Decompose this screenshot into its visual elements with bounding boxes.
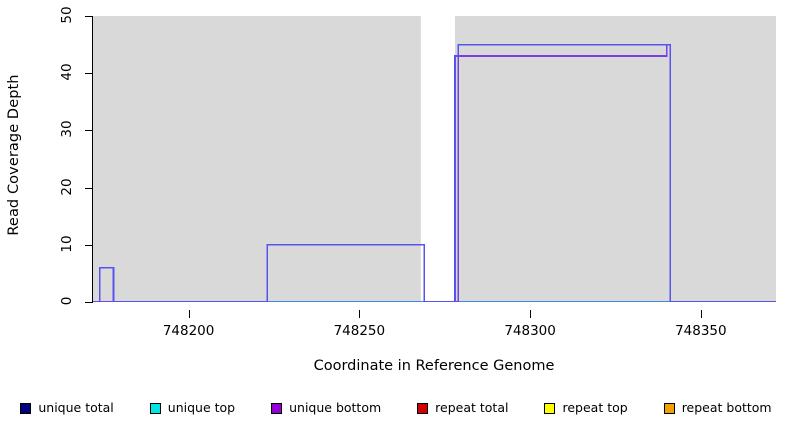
legend-item-repeat-total[interactable]: repeat total [417,401,508,415]
x-tick-mark [530,310,532,318]
x-tick-mark [700,310,702,318]
chart-legend: unique total unique top unique bottom repea… [0,398,792,418]
y-axis-line [92,16,93,302]
x-tick-label: 748200 [162,323,215,339]
legend-label: repeat top [562,400,628,415]
legend-swatch-icon [149,402,161,414]
y-tick-label: 0 [54,293,80,311]
y-tick-mark [85,187,93,189]
y-tick-label-text: 40 [59,63,75,81]
y-tick-label: 30 [54,121,80,139]
x-axis-line [93,309,776,310]
legend-label: unique bottom [289,400,382,415]
y-tick-label-text: 30 [59,120,75,138]
plot-area [93,16,776,302]
x-tick-label: 748250 [333,323,386,339]
legend-label: unique total [38,400,114,415]
y-tick-label: 40 [54,64,80,82]
series-line-unique-total [93,43,776,302]
y-tick-label: 20 [54,178,80,197]
legend-item-unique-bottom[interactable]: unique bottom [271,401,381,415]
y-tick-mark [85,130,93,132]
shaded-region [93,16,421,302]
y-tick-label-text: 0 [59,296,75,306]
legend-item-unique-top[interactable]: unique top [149,400,236,415]
x-tick-label: 748300 [504,323,556,339]
y-tick-label: 50 [54,6,80,25]
y-tick-label: 10 [54,235,80,254]
legend-label: unique top [167,400,236,415]
legend-swatch-icon [663,402,675,414]
y-tick-label-text: 50 [59,6,75,24]
legend-label: repeat total [435,400,509,415]
y-tick-label-text: 10 [59,235,75,253]
x-tick-mark [188,310,190,318]
y-tick-mark [85,73,93,75]
y-tick-mark [85,16,93,17]
legend-swatch-icon [544,402,556,414]
y-tick-mark [85,302,93,303]
x-tick-label: 748350 [675,323,727,339]
legend-swatch-icon [417,402,429,414]
legend-item-unique-total[interactable]: unique total [20,400,114,415]
legend-label: repeat bottom [681,400,772,415]
y-tick-label-text: 20 [59,178,75,196]
x-tick-mark [359,310,361,318]
x-axis-title: Coordinate in Reference Genome [313,358,555,374]
plot-canvas [93,16,776,302]
y-tick-mark [85,244,93,246]
shaded-region [454,16,776,302]
legend-item-repeat-top[interactable]: repeat top [544,400,628,415]
y-axis-title: Read Coverage Depth [6,74,22,236]
legend-swatch-icon [20,402,32,414]
legend-item-repeat-bottom[interactable]: repeat bottom [663,400,772,415]
legend-swatch-icon [271,402,283,414]
